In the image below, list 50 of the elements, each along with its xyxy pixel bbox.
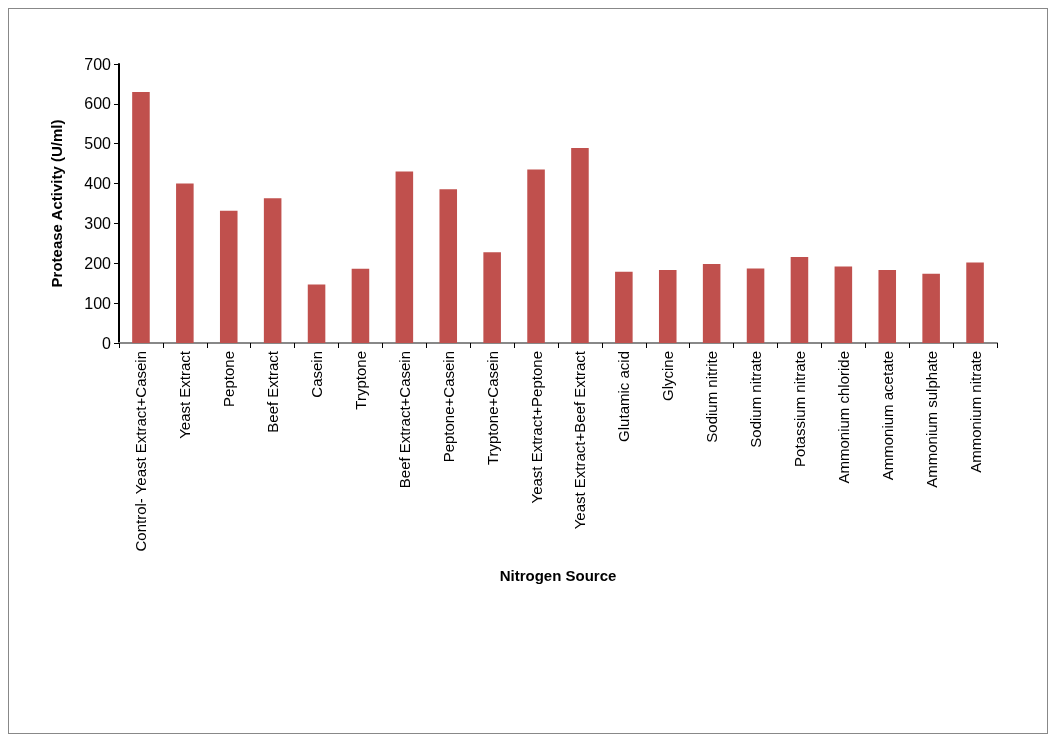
x-tick-label: Sodium nitrate xyxy=(747,351,765,448)
x-tick-label: Peptone xyxy=(220,351,238,407)
x-tick-label: Ammonium sulphate xyxy=(922,351,940,488)
bar xyxy=(790,256,809,343)
bar xyxy=(395,171,414,343)
bar xyxy=(878,270,897,343)
bar xyxy=(307,284,326,343)
bar xyxy=(351,268,370,343)
y-tick-label: 600 xyxy=(84,95,112,113)
bar xyxy=(132,91,150,343)
x-tick-label: Yeast Extract+Beef Extract xyxy=(571,350,589,530)
x-tick-label: Control- Yeast Extract+Casein xyxy=(132,351,150,552)
y-tick-label: 200 xyxy=(84,254,112,272)
y-tick-label: 400 xyxy=(84,175,112,193)
x-tick-label: Casein xyxy=(308,351,326,398)
x-tick-label: Tryptone+Casein xyxy=(483,351,501,466)
x-axis-title: Nitrogen Source xyxy=(499,567,617,584)
bar xyxy=(922,273,940,343)
bar xyxy=(834,266,853,343)
x-tick-label: Yeast Extract+Peptone xyxy=(527,351,545,504)
bar xyxy=(571,148,589,343)
x-tick-label: Tryptone xyxy=(351,351,369,410)
y-tick-label: 100 xyxy=(84,294,112,312)
bar xyxy=(746,268,765,343)
x-tick-label: Peptone+Casein xyxy=(439,351,457,463)
bar xyxy=(176,183,194,343)
bar xyxy=(263,198,282,343)
x-tick-label: Ammonium nitrate xyxy=(966,351,984,473)
x-tick-label: Glycine xyxy=(659,351,677,402)
bar xyxy=(966,262,984,343)
bar xyxy=(615,271,633,343)
y-tick-label: 300 xyxy=(84,214,112,232)
x-tick-label: Sodium nitrite xyxy=(703,351,721,443)
x-tick-label: Ammonium acetate xyxy=(878,351,896,481)
bar xyxy=(658,270,677,343)
bar xyxy=(702,264,721,343)
y-axis-title: Protease Activity (U/ml) xyxy=(48,119,65,288)
y-tick-label: 700 xyxy=(84,55,112,73)
y-tick-label: 0 xyxy=(102,334,112,352)
x-tick-label: Potassium nitrate xyxy=(790,351,808,467)
x-tick-label: Yeast Extract xyxy=(176,350,194,439)
bar xyxy=(527,169,545,343)
bar xyxy=(483,252,501,343)
x-tick-label: Ammonium chloride xyxy=(834,351,852,484)
x-tick-label: Beef Extract+Casein xyxy=(395,351,413,489)
bar xyxy=(439,189,458,343)
x-tick-label: Beef Extract xyxy=(264,350,282,433)
x-tick-label: Glutamic acid xyxy=(615,351,633,442)
bar xyxy=(219,210,238,343)
y-tick-label: 500 xyxy=(84,135,112,153)
